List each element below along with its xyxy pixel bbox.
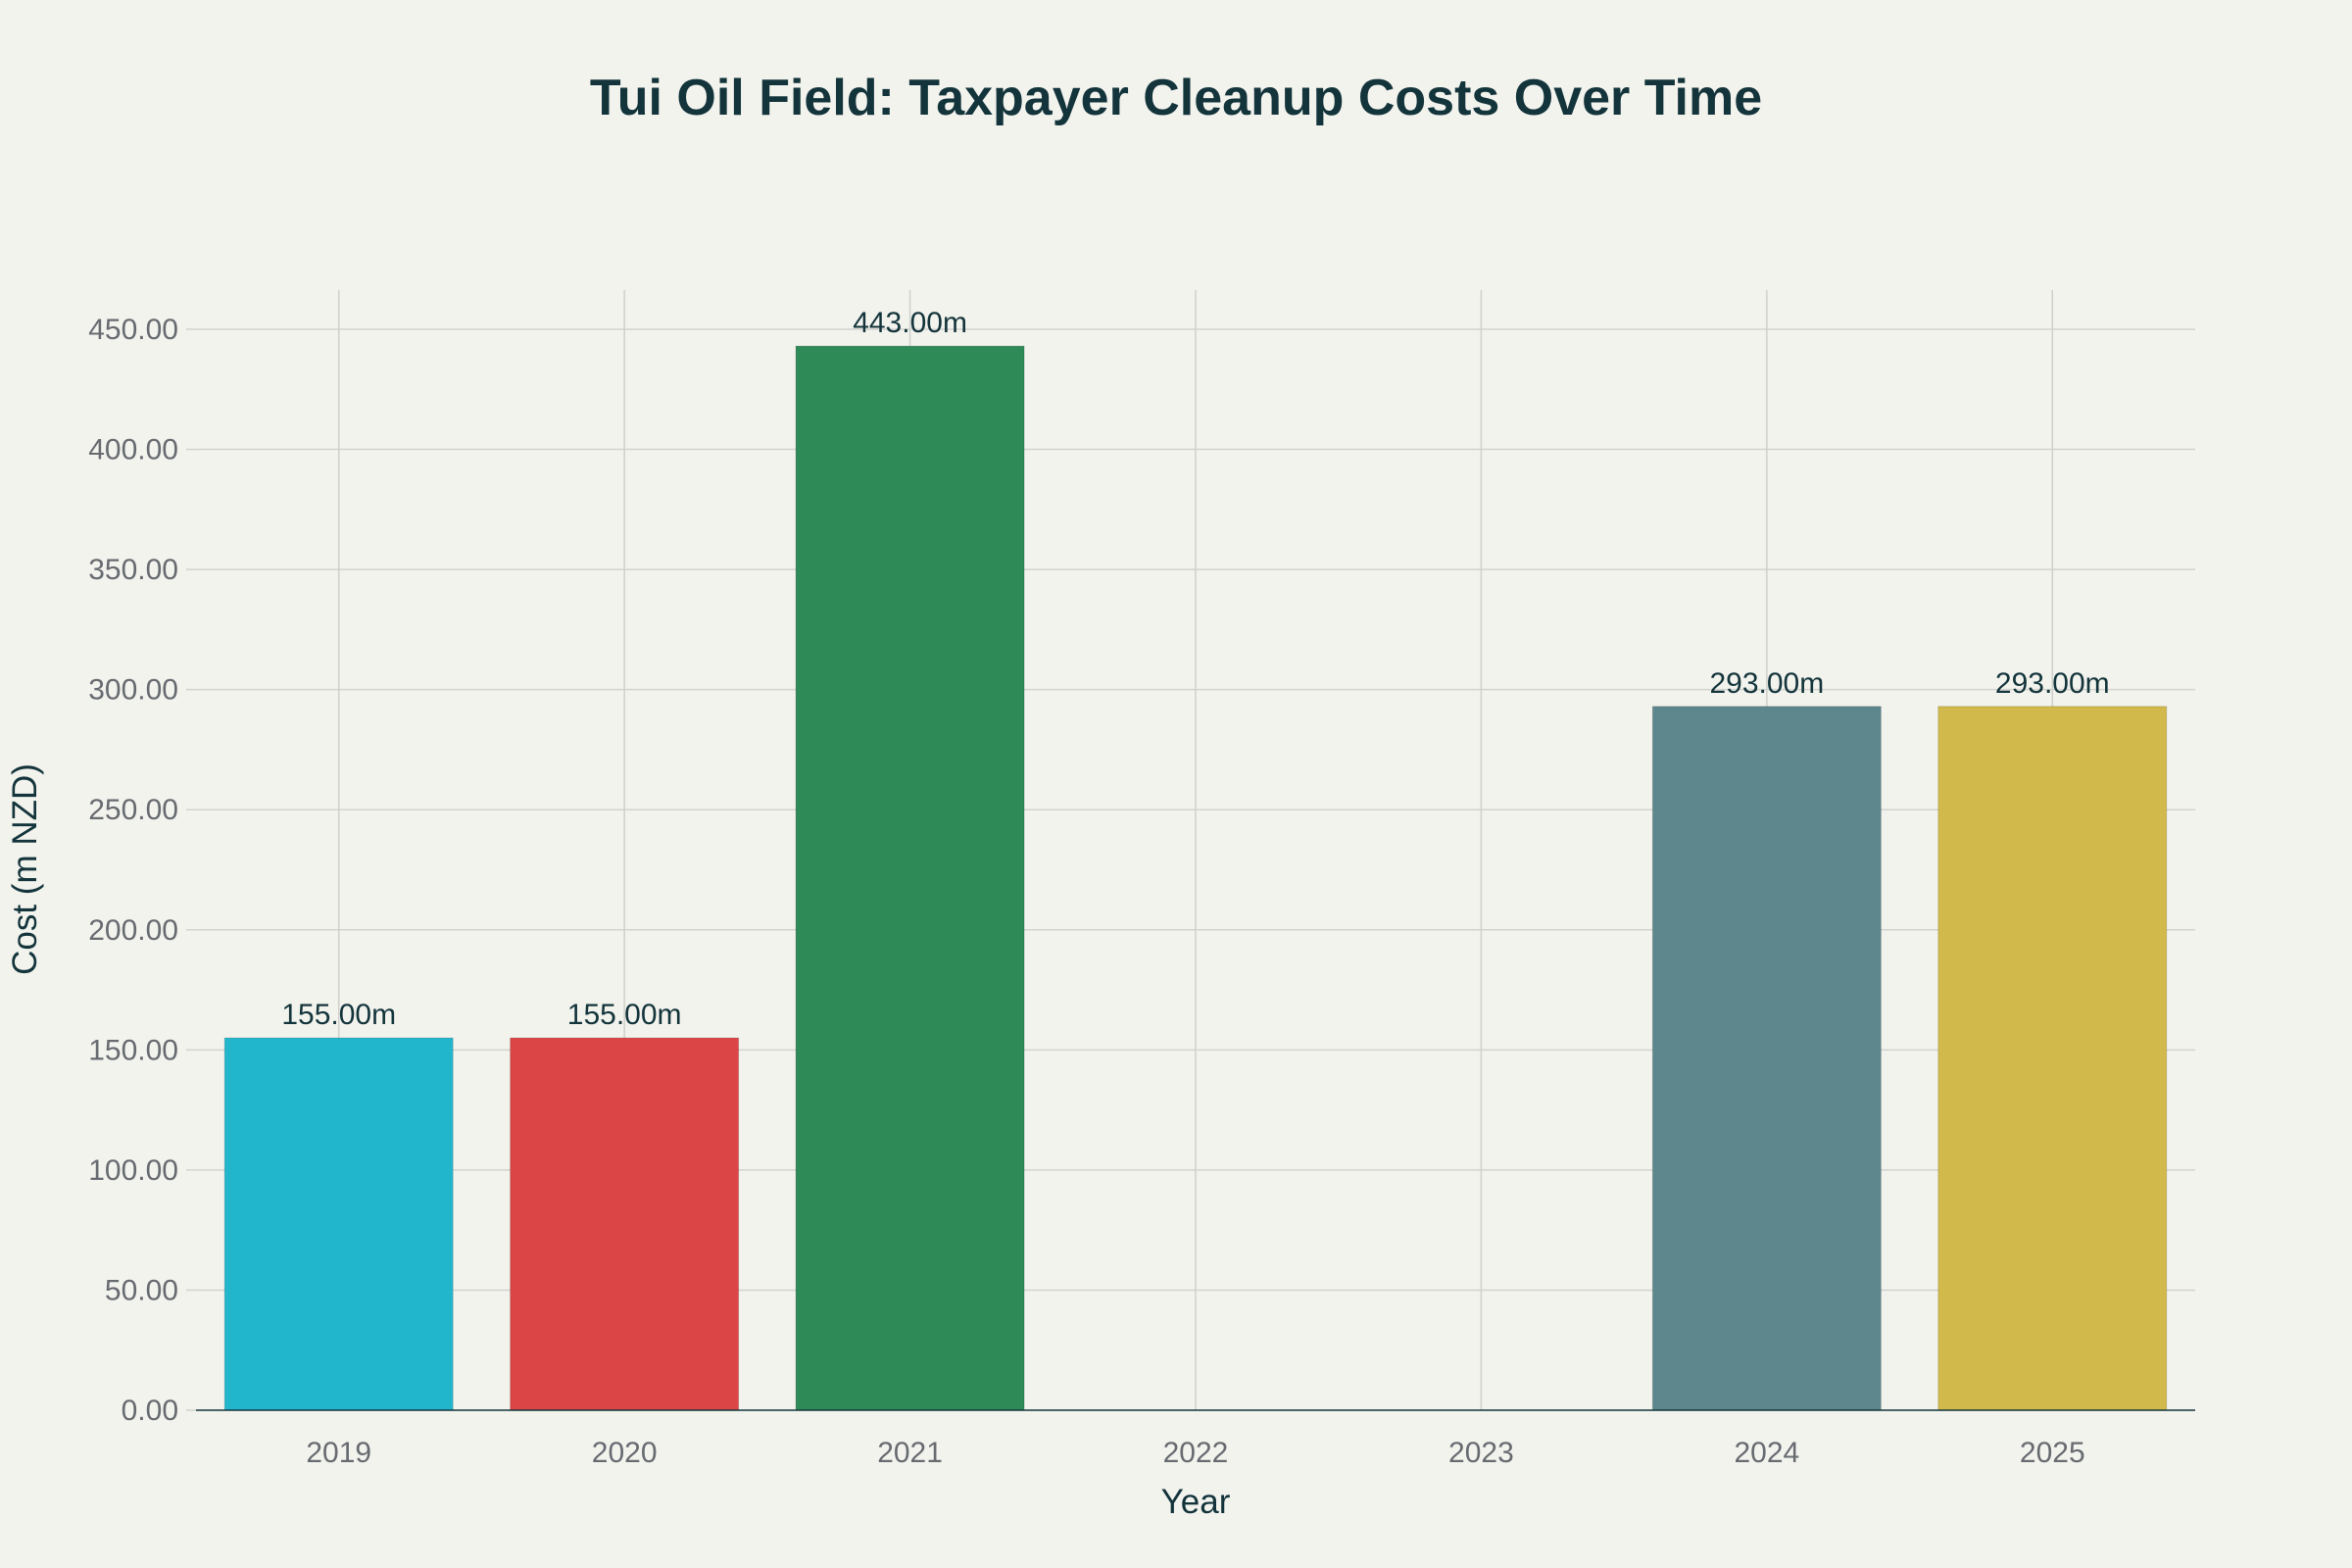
y-tick-label: 350.00 [88, 554, 178, 586]
bar-2020 [510, 1037, 740, 1411]
x-tick-label: 2020 [592, 1437, 658, 1469]
chart-title: Tui Oil Field: Taxpayer Cleanup Costs Ov… [590, 70, 1762, 126]
x-tick-label: 2023 [1448, 1437, 1514, 1469]
x-tick-label: 2025 [2020, 1437, 2085, 1469]
x-tick-label: 2022 [1163, 1437, 1229, 1469]
y-tick-label: 150.00 [88, 1034, 178, 1066]
bars [223, 345, 2168, 1411]
x-tick-label: 2021 [877, 1437, 943, 1469]
data-labels: 155.00m 155.00m 443.00m 293.00m 293.00m [281, 307, 2109, 1031]
x-axis-label: Year [1161, 1483, 1231, 1521]
y-tick-label: 300.00 [88, 674, 178, 707]
y-axis-ticks: 0.00 50.00 100.00 150.00 200.00 250.00 300.00 3… [88, 314, 178, 1427]
grid [186, 290, 2195, 1411]
y-tick-label: 50.00 [105, 1274, 178, 1306]
data-label-2021: 443.00m [853, 307, 967, 339]
y-tick-label: 100.00 [88, 1154, 178, 1187]
data-label-2019: 155.00m [281, 999, 396, 1031]
data-label-2024: 293.00m [1709, 667, 1824, 700]
data-label-2025: 293.00m [1995, 667, 2110, 700]
bar-2019 [223, 1037, 454, 1411]
y-tick-label: 0.00 [122, 1395, 178, 1427]
data-label-2020: 155.00m [567, 999, 682, 1031]
x-axis-ticks: 2019 2020 2021 2022 2023 2024 2025 [306, 1437, 2084, 1469]
x-tick-label: 2019 [306, 1437, 371, 1469]
x-tick-label: 2024 [1734, 1437, 1799, 1469]
bar-2021 [795, 345, 1025, 1411]
bar-2024 [1651, 706, 1882, 1411]
y-tick-label: 250.00 [88, 794, 178, 826]
y-tick-label: 400.00 [88, 434, 178, 466]
y-tick-label: 200.00 [88, 914, 178, 947]
y-tick-label: 450.00 [88, 314, 178, 346]
bar-2025 [1937, 706, 2168, 1411]
y-axis-label: Cost (m NZD) [6, 763, 44, 975]
